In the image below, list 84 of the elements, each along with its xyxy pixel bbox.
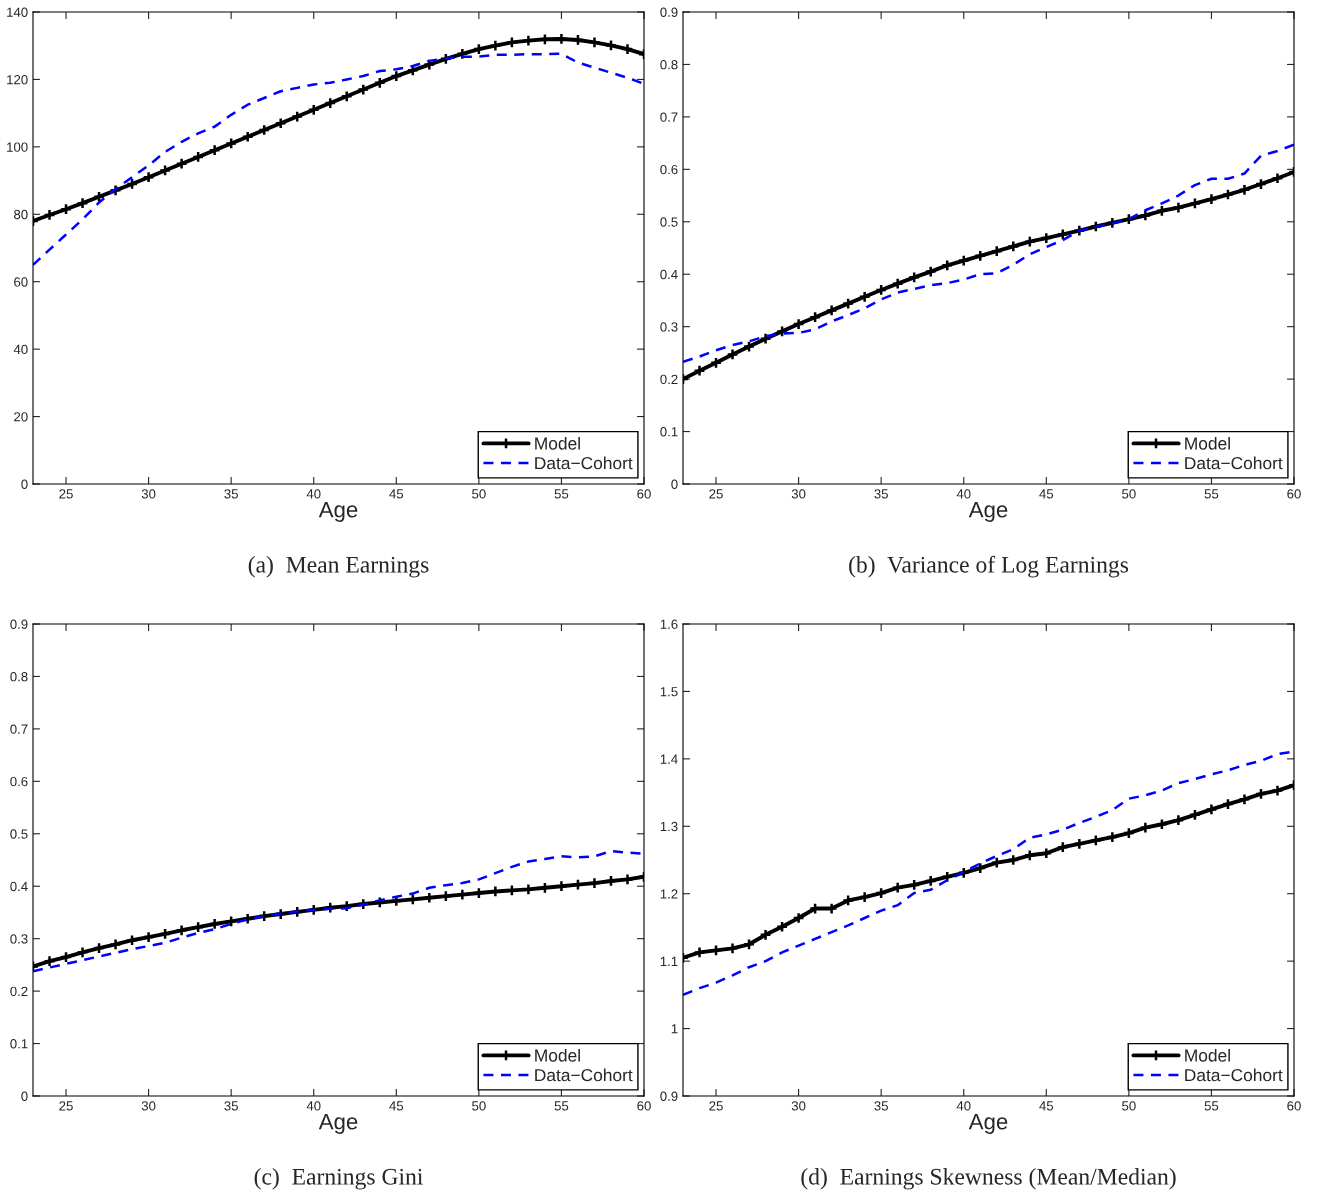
x-tick-label: 35 [224, 489, 238, 499]
text: (c) Earnings Gini [254, 1168, 423, 1190]
y-tick-label: 40 [13, 344, 28, 355]
x-tick-label: 35 [224, 1101, 238, 1111]
x-tick-label: 40 [956, 1101, 971, 1111]
x-tick-label: 40 [956, 489, 971, 499]
x-tick-label: 25 [709, 1101, 723, 1111]
y-tick-label: 0.6 [10, 776, 28, 787]
legend-label: Data−Cohort [535, 456, 633, 470]
legend-label: Data−Cohort [1185, 1068, 1283, 1082]
y-tick-label: 0.3 [10, 934, 28, 944]
y-tick-label: 140 [7, 7, 28, 17]
y-tick-label: 100 [7, 142, 28, 152]
legend-label: Data−Cohort [1185, 456, 1283, 470]
y-tick-label: 0.8 [660, 60, 678, 70]
y-tick-label: 0.2 [660, 374, 678, 385]
y-tick-label: 0.4 [10, 881, 28, 892]
y-tick-label: 20 [14, 412, 28, 422]
y-tick-label: 0.7 [660, 112, 678, 122]
legend-label: Model [535, 1048, 580, 1062]
legend-label: Model [535, 436, 580, 450]
x-tick-label: 30 [141, 489, 156, 499]
y-tick-label: 0 [21, 1091, 28, 1101]
y-tick-label: 1.5 [660, 687, 678, 697]
y-tick-label: 60 [14, 277, 28, 287]
y-tick-label: 80 [14, 209, 28, 220]
x-tick-label: 50 [1122, 489, 1136, 499]
legend-label: Model [1185, 436, 1230, 450]
x-tick-label: 50 [1122, 1101, 1136, 1111]
legend-label: Data−Cohort [535, 1068, 633, 1082]
y-tick-label: 120 [7, 75, 28, 85]
y-tick-label: 0 [671, 479, 678, 489]
x-tick-label: 50 [472, 489, 486, 499]
y-tick-label: 1.1 [660, 956, 678, 966]
x-tick-label: 40 [306, 1101, 321, 1111]
y-tick-label: 0 [21, 479, 28, 489]
x-tick-label: 45 [389, 489, 404, 499]
x-tick-label: 30 [791, 1101, 806, 1111]
y-tick-label: 1.6 [660, 619, 678, 629]
y-tick-label: 0.9 [660, 7, 678, 17]
y-tick-label: 0.1 [660, 427, 678, 437]
x-tick-label: 60 [637, 1101, 651, 1111]
x-tick-label: 45 [1039, 489, 1054, 499]
x-tick-label: 55 [1204, 1101, 1219, 1111]
x-axis-title: Age [968, 501, 1008, 522]
y-tick-label: 1.2 [660, 889, 678, 899]
x-tick-label: 60 [1287, 489, 1301, 499]
y-tick-label: 0.8 [10, 672, 28, 682]
y-tick-label: 0.6 [660, 164, 678, 175]
x-tick-label: 45 [389, 1101, 404, 1111]
y-tick-label: 0.9 [660, 1091, 678, 1101]
y-tick-label: 0.9 [10, 619, 28, 629]
x-tick-label: 25 [59, 1101, 73, 1111]
y-tick-label: 0.7 [10, 724, 28, 734]
y-tick-label: 0.5 [660, 217, 678, 227]
legend-label: Model [1185, 1048, 1230, 1062]
x-tick-label: 30 [791, 489, 806, 499]
x-tick-label: 35 [874, 1101, 888, 1111]
text: (d) Earnings Skewness (Mean/Median) [801, 1168, 1176, 1190]
x-tick-label: 35 [874, 489, 888, 499]
x-tick-label: 55 [554, 489, 569, 499]
x-axis-title: Age [968, 1113, 1008, 1134]
x-tick-label: 50 [472, 1101, 486, 1111]
y-tick-label: 0.5 [10, 829, 28, 839]
x-tick-label: 60 [1287, 1101, 1301, 1111]
x-axis-title: Age [318, 501, 358, 522]
x-axis-title: Age [318, 1113, 358, 1134]
y-tick-label: 1.4 [660, 754, 678, 764]
x-tick-label: 40 [306, 489, 321, 499]
y-tick-label: 1.3 [660, 821, 678, 832]
x-tick-label: 60 [637, 489, 651, 499]
y-tick-label: 0.1 [10, 1039, 28, 1049]
x-tick-label: 45 [1039, 1101, 1054, 1111]
x-tick-label: 55 [554, 1101, 569, 1111]
x-tick-label: 30 [141, 1101, 156, 1111]
y-tick-label: 0.4 [660, 269, 678, 280]
x-tick-label: 25 [709, 489, 723, 499]
text: (b) Variance of Log Earnings [849, 555, 1129, 578]
y-tick-label: 1 [671, 1024, 678, 1034]
y-tick-label: 0.3 [660, 322, 678, 332]
text: (a) Mean Earnings [248, 556, 429, 578]
x-tick-label: 55 [1204, 489, 1219, 499]
x-tick-label: 25 [59, 489, 73, 499]
y-tick-label: 0.2 [10, 986, 28, 997]
